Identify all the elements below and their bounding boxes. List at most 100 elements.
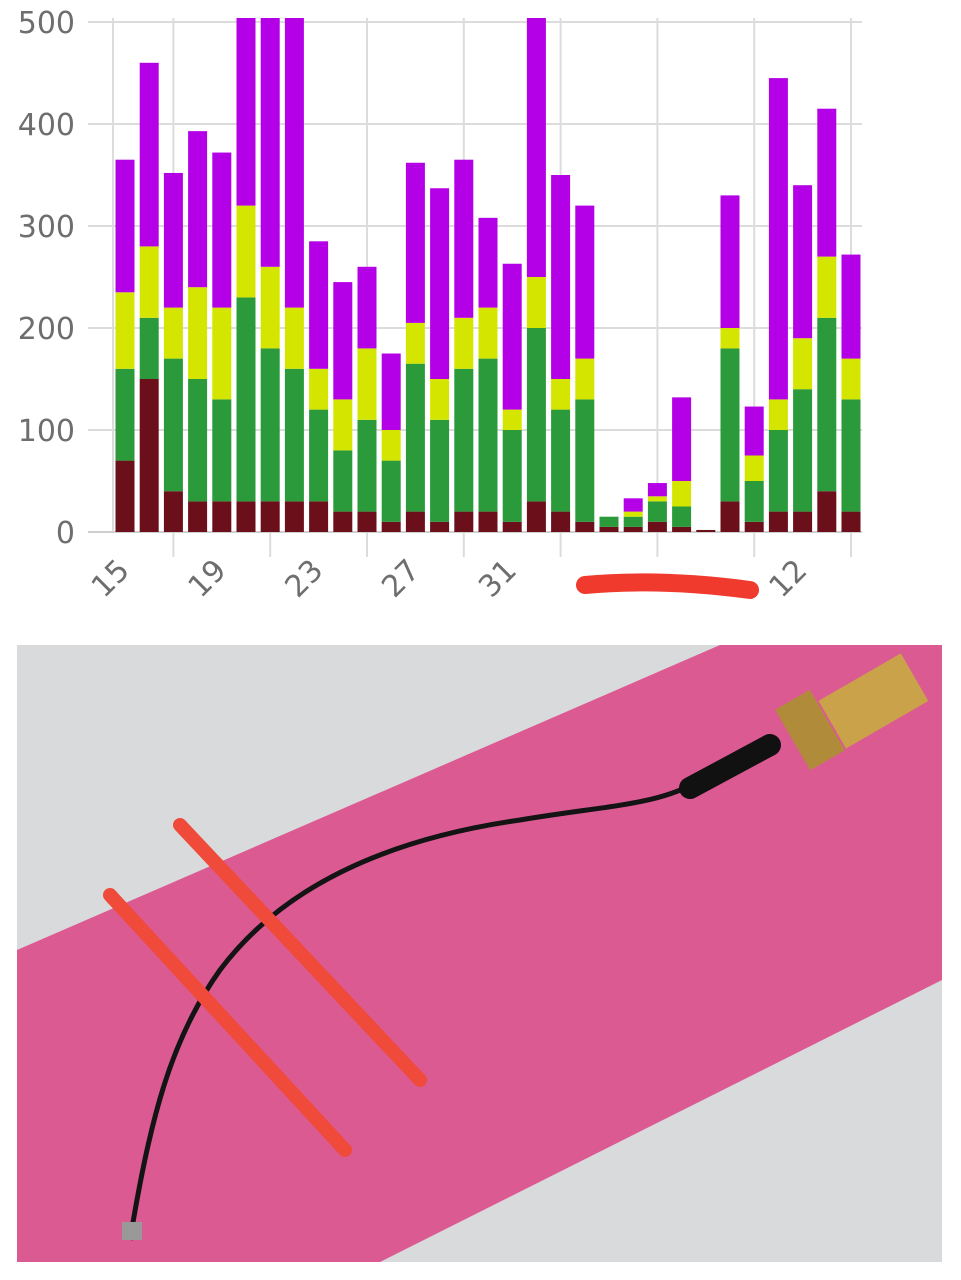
chart: 0 100 200 300 400 500 15 19 23 27 31 12 — [18, 6, 862, 605]
bar-segment — [768, 399, 788, 430]
bar-segment — [720, 328, 740, 349]
bar-segment — [357, 511, 377, 532]
bar-segment — [502, 430, 522, 522]
bar-segment — [817, 491, 837, 532]
bar-segment — [647, 521, 667, 532]
bar-segment — [212, 152, 232, 308]
bar-segment — [405, 511, 425, 532]
bar-segment — [744, 521, 764, 532]
bar-segment — [163, 172, 183, 308]
bar-segment — [575, 399, 595, 522]
y-tick-label: 400 — [18, 108, 75, 143]
bar-segment — [163, 491, 183, 532]
bar-segment — [284, 307, 304, 369]
bar-segment — [236, 18, 256, 206]
y-tick-label: 100 — [18, 414, 75, 449]
bar-segment — [551, 511, 571, 532]
bar-segment — [502, 521, 522, 532]
bar-segment — [768, 78, 788, 400]
bar-segment — [672, 526, 692, 532]
bar-segment — [502, 263, 522, 410]
bar-segment — [430, 379, 450, 420]
bar-segment — [478, 358, 498, 512]
bar-segment — [502, 409, 522, 430]
bar-segment — [817, 108, 837, 257]
bar-segment — [333, 399, 353, 451]
bar-segment — [454, 511, 474, 532]
red-line — [103, 888, 352, 1157]
x-tick-label: 15 — [85, 553, 137, 605]
bar-segment — [115, 368, 135, 461]
x-tick-label: 19 — [182, 553, 234, 605]
bar-segment — [647, 501, 667, 522]
bar-segment — [478, 307, 498, 359]
x-tick-label: 12 — [763, 553, 815, 605]
bar-segment — [212, 399, 232, 502]
bar-segment — [357, 348, 377, 420]
bar-segment — [405, 162, 425, 323]
bar-segment — [309, 501, 329, 532]
bar-segment — [188, 501, 208, 532]
cable-plug — [122, 1222, 142, 1240]
redaction-mark — [576, 573, 759, 599]
bar-segment — [454, 368, 474, 512]
bar-segment — [381, 353, 401, 430]
bar-segment — [817, 256, 837, 318]
bar-segment — [236, 501, 256, 532]
bar-segment — [139, 379, 159, 532]
pink-band — [17, 645, 942, 1262]
bar-segment — [260, 348, 280, 502]
bar-segment — [284, 18, 304, 308]
bar-segment — [841, 511, 861, 532]
bar-segment — [575, 205, 595, 359]
bar-segment — [333, 511, 353, 532]
x-tick-label: 23 — [279, 553, 331, 605]
bar-segment — [430, 419, 450, 522]
bar-segment — [575, 358, 595, 400]
bar-segment — [551, 409, 571, 512]
bar-segment — [284, 501, 304, 532]
bar-segment — [115, 292, 135, 369]
bar-segment — [381, 521, 401, 532]
x-tick-label: 31 — [472, 553, 524, 605]
bar-segment — [793, 389, 813, 512]
bar-segment — [647, 496, 667, 502]
bar-segment — [744, 406, 764, 456]
bar-segment — [188, 287, 208, 379]
bar-segment — [599, 516, 619, 527]
bar-segment — [478, 511, 498, 532]
cable — [127, 777, 702, 1241]
bar-segment — [623, 516, 643, 527]
bar-segment — [309, 368, 329, 410]
bar-segment — [793, 511, 813, 532]
bar-segment — [188, 379, 208, 502]
bar-segment — [333, 450, 353, 512]
y-tick-label: 500 — [18, 6, 75, 41]
bar-segment — [430, 188, 450, 379]
bar-segment — [357, 419, 377, 512]
bar-segment — [478, 217, 498, 308]
cable-sleeve — [679, 734, 781, 799]
bar-segment — [526, 328, 546, 502]
bar-segment — [115, 159, 135, 293]
bar-segment — [309, 241, 329, 369]
bar-segment — [599, 526, 619, 532]
bar-segment — [430, 521, 450, 532]
bar-segment — [454, 159, 474, 318]
bar-segment — [212, 307, 232, 400]
bar-segment — [284, 368, 304, 502]
bar-segment — [672, 481, 692, 507]
bar-segment — [672, 506, 692, 527]
bar-segment — [526, 277, 546, 328]
bar-segment — [720, 348, 740, 502]
connector-nut — [775, 689, 845, 771]
bar-segment — [793, 338, 813, 390]
bar-segment — [720, 195, 740, 328]
bar-segment — [647, 483, 667, 497]
bar-segment — [551, 379, 571, 410]
bar-segment — [260, 18, 280, 267]
bar-segment — [212, 501, 232, 532]
bar-segment — [526, 501, 546, 532]
bar-segment — [454, 317, 474, 369]
